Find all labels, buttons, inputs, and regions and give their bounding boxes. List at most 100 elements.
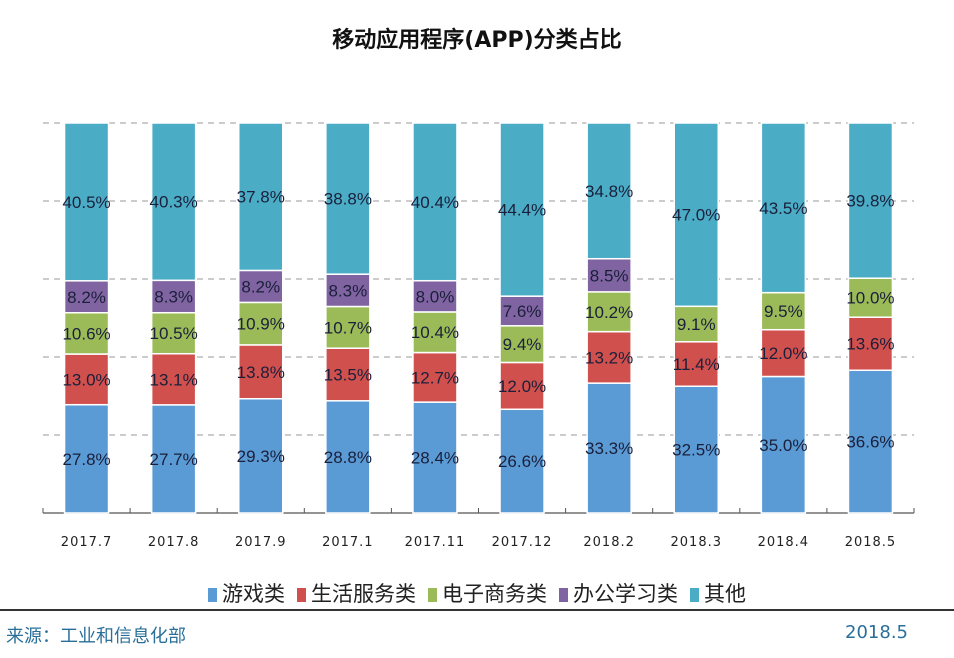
- data-label: 11.4%: [673, 355, 720, 374]
- data-label: 10.2%: [585, 303, 633, 322]
- x-tick-label: 2017.12: [492, 535, 553, 550]
- legend-item: 其他: [690, 578, 746, 608]
- bar-segment: [63, 403, 110, 514]
- legend-item: 办公学习类: [559, 578, 678, 608]
- data-label: 9.5%: [764, 302, 803, 321]
- data-label: 10.0%: [846, 289, 894, 308]
- bar-segment: [847, 316, 894, 372]
- x-tick-label: 2018.5: [845, 535, 897, 550]
- bar-segment: [238, 397, 284, 514]
- bar-segment: [325, 273, 371, 308]
- data-label: 13.0%: [62, 370, 110, 389]
- bar-segment: [586, 382, 632, 514]
- x-tick-label: 2017.9: [235, 535, 287, 550]
- data-label: 10.9%: [237, 315, 285, 334]
- bar-segment: [150, 122, 197, 282]
- data-label: 40.3%: [150, 193, 198, 212]
- x-tick-label: 2018.3: [671, 535, 723, 550]
- x-tick-label: 2018.2: [583, 535, 635, 550]
- data-label: 13.6%: [846, 335, 894, 354]
- data-label: 34.8%: [585, 182, 633, 201]
- legend-swatch: [297, 588, 306, 602]
- bar-segment: [63, 122, 110, 282]
- data-label: 8.2%: [67, 288, 106, 307]
- legend-label: 其他: [704, 582, 746, 606]
- bar-segment: [412, 401, 458, 514]
- data-label: 10.6%: [62, 324, 110, 343]
- bar-segment: [499, 122, 545, 297]
- bar-segment: [586, 257, 632, 293]
- data-label: 44.4%: [498, 201, 546, 220]
- legend-swatch: [208, 588, 217, 602]
- legend-item: 游戏类: [208, 578, 285, 608]
- source-note: 来源：工业和信息化部: [6, 626, 186, 647]
- data-label: 26.6%: [498, 452, 546, 471]
- x-tick-label: 2017.8: [148, 535, 200, 550]
- data-label: 28.8%: [324, 448, 372, 467]
- legend-label: 电子商务类: [442, 582, 547, 606]
- legend-label: 游戏类: [222, 582, 285, 606]
- data-label: 10.4%: [411, 323, 459, 342]
- bar-segment: [150, 404, 197, 514]
- data-label: 7.6%: [503, 302, 542, 321]
- bar-segment: [847, 369, 894, 514]
- bar-segment: [586, 122, 632, 260]
- data-label: 8.3%: [154, 288, 193, 307]
- bar-segment: [238, 122, 284, 272]
- legend-label: 生活服务类: [311, 582, 416, 606]
- legend-label: 办公学习类: [573, 582, 678, 606]
- data-label: 13.1%: [150, 370, 198, 389]
- data-label: 40.4%: [411, 193, 459, 212]
- bar-segment: [760, 291, 807, 331]
- bar-segment: [673, 305, 719, 343]
- data-label: 8.0%: [416, 287, 455, 306]
- bar-segment: [847, 122, 894, 279]
- legend-swatch: [428, 588, 437, 602]
- data-label: 40.5%: [62, 193, 110, 212]
- data-label: 28.4%: [411, 449, 459, 468]
- bar-segment: [412, 351, 458, 403]
- data-label: 33.3%: [585, 439, 633, 458]
- data-label: 27.7%: [150, 450, 198, 469]
- chart-title: 移动应用程序(APP)分类占比: [332, 28, 622, 53]
- legend-item: 电子商务类: [428, 578, 547, 608]
- data-label: 13.8%: [237, 363, 285, 382]
- legend-swatch: [690, 588, 699, 602]
- data-label: 39.8%: [846, 192, 894, 211]
- data-label: 36.6%: [846, 433, 894, 452]
- data-label: 8.5%: [590, 266, 629, 285]
- footer-date: 2018.5: [845, 622, 908, 643]
- x-tick-label: 2018.4: [758, 535, 810, 550]
- bar-segment: [760, 375, 807, 514]
- bar-segment: [325, 400, 371, 514]
- data-label: 32.5%: [672, 441, 720, 460]
- x-tick-label: 2017.1: [322, 535, 374, 550]
- data-label: 8.3%: [328, 281, 367, 300]
- bar-segment: [673, 122, 719, 308]
- bar-segment: [499, 408, 545, 514]
- data-label: 9.1%: [677, 315, 716, 334]
- bar-segment: [412, 279, 458, 313]
- data-label: 29.3%: [237, 447, 285, 466]
- bar-segment: [673, 385, 719, 514]
- bar-segment: [412, 122, 458, 282]
- data-label: 12.7%: [411, 368, 459, 387]
- data-label: 43.5%: [759, 199, 807, 218]
- bar-segment: [150, 352, 197, 406]
- x-tick-label: 2017.7: [61, 535, 113, 550]
- data-label: 12.0%: [498, 377, 546, 396]
- footer-divider: [0, 609, 954, 611]
- legend-swatch: [559, 588, 568, 602]
- data-label: 47.0%: [672, 206, 720, 225]
- bar-segment: [760, 328, 807, 378]
- legend: 游戏类 生活服务类 电子商务类 办公学习类 其他: [0, 578, 954, 608]
- legend-item: 生活服务类: [297, 578, 416, 608]
- data-label: 8.2%: [241, 277, 280, 296]
- data-label: 9.4%: [503, 335, 542, 354]
- data-label: 13.2%: [585, 348, 633, 367]
- bar-segment: [499, 361, 545, 411]
- stacked-bar-chart: 27.8% 13.0% 10.6% 8.2% 40.5% 2017.7 27.7% 13.1%…: [42, 122, 915, 550]
- data-label: 10.7%: [324, 318, 372, 337]
- bar-segment: [325, 305, 371, 349]
- data-label: 10.5%: [150, 324, 198, 343]
